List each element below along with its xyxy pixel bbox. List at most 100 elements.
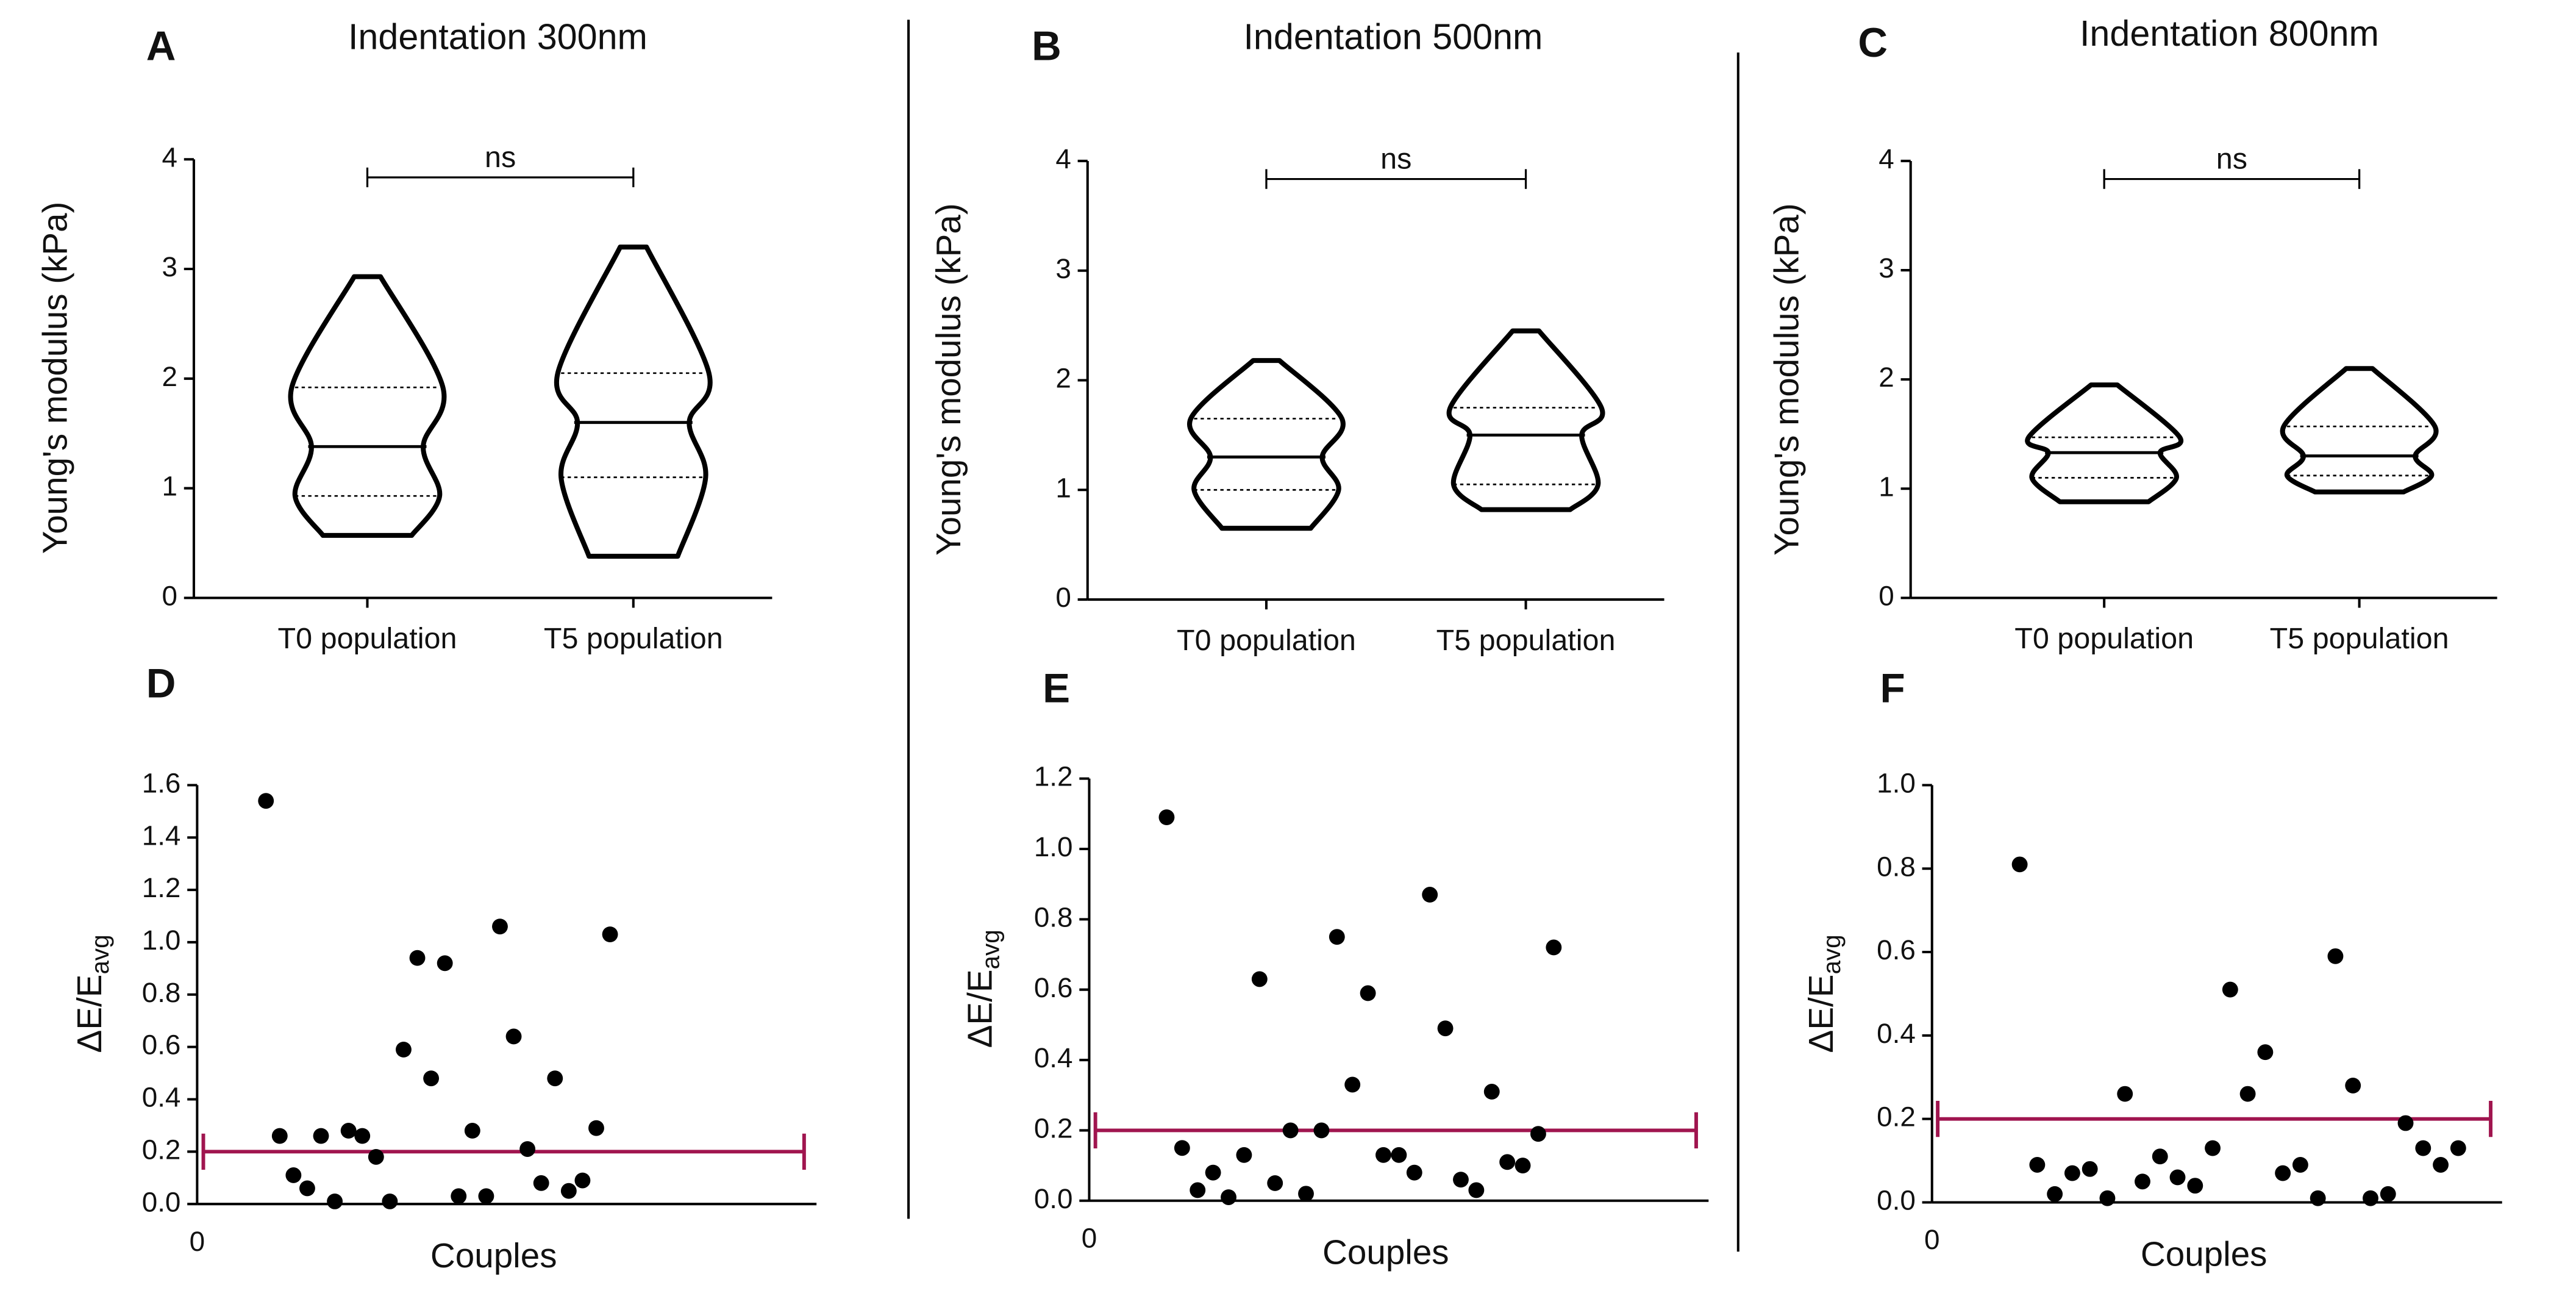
point xyxy=(519,1141,536,1157)
x-tick-label: T5 population xyxy=(544,622,723,655)
point xyxy=(2187,1178,2203,1194)
point xyxy=(1190,1182,1206,1198)
point xyxy=(2222,981,2238,998)
point xyxy=(2205,1140,2221,1156)
point xyxy=(1437,1020,1454,1037)
point xyxy=(1483,1084,1500,1100)
point xyxy=(2415,1140,2432,1156)
y-axis-label-main: Young's modulus (kPa) xyxy=(1767,203,1805,556)
point xyxy=(271,1128,288,1144)
y-tick-label: 0.0 xyxy=(142,1186,181,1217)
y-axis-label: Young's modulus (kPa) xyxy=(35,202,74,554)
significance-label: ns xyxy=(485,141,516,174)
y-axis-label-main: Young's modulus (kPa) xyxy=(929,203,968,556)
significance-bracket xyxy=(2103,169,2361,189)
point xyxy=(2275,1165,2291,1181)
y-tick-label: 0.2 xyxy=(142,1134,181,1165)
y-tick-label: 0.8 xyxy=(1034,901,1073,933)
significance-label: ns xyxy=(1380,143,1411,176)
point xyxy=(1468,1182,1485,1198)
x-tick-label: T5 population xyxy=(1436,624,1616,657)
point xyxy=(478,1188,494,1205)
y-tick-label: 0.8 xyxy=(142,977,181,1008)
reference-line xyxy=(1936,1101,2493,1137)
y-axis-label: Young's modulus (kPa) xyxy=(1767,203,1805,556)
point xyxy=(1453,1172,1469,1188)
point xyxy=(492,918,508,935)
y-tick-label: 1.2 xyxy=(1034,761,1073,792)
x-tick-label: T5 population xyxy=(2270,622,2449,655)
point xyxy=(354,1128,371,1144)
point xyxy=(602,926,618,942)
point xyxy=(2345,1078,2361,1094)
x-tick-label: 0 xyxy=(190,1226,205,1257)
x-axis-label: Couples xyxy=(1322,1233,1449,1272)
point xyxy=(2099,1190,2116,1206)
y-tick-label: 4 xyxy=(162,141,177,173)
y-tick-label: 1.0 xyxy=(142,925,181,956)
y-tick-label: 3 xyxy=(1878,252,1894,284)
y-axis-label-sub: avg xyxy=(976,929,1004,969)
point xyxy=(1221,1189,1236,1205)
x-axis-label: Couples xyxy=(2141,1234,2267,1273)
significance-bracket xyxy=(366,167,635,188)
y-tick-label: 3 xyxy=(162,251,177,282)
y-tick-label: 2 xyxy=(162,361,177,392)
y-tick-label: 0.6 xyxy=(1034,972,1073,1003)
point xyxy=(1344,1076,1361,1093)
point xyxy=(396,1041,412,1058)
point xyxy=(1391,1147,1407,1163)
significance-label: ns xyxy=(2216,143,2247,176)
y-tick-label: 1.0 xyxy=(1034,831,1073,862)
point xyxy=(382,1193,398,1209)
point xyxy=(285,1167,302,1183)
x-tick-label: T0 population xyxy=(1177,624,1356,657)
y-tick-label: 2 xyxy=(1055,363,1071,394)
y-tick-label: 4 xyxy=(1055,143,1071,174)
x-tick-label: T0 population xyxy=(278,622,457,655)
point xyxy=(1174,1140,1190,1156)
point xyxy=(2152,1148,2168,1165)
point xyxy=(464,1123,480,1139)
point xyxy=(299,1180,315,1197)
y-tick-label: 1.4 xyxy=(142,820,181,851)
y-tick-label: 3 xyxy=(1055,253,1071,284)
point xyxy=(2169,1169,2186,1186)
reference-line xyxy=(201,1133,806,1170)
point xyxy=(2011,856,2028,873)
y-tick-label: 2 xyxy=(1878,362,1894,393)
y-tick-label: 0.0 xyxy=(1877,1185,1916,1216)
panel-title: Indentation 300nm xyxy=(348,16,648,57)
point xyxy=(368,1148,384,1165)
violin xyxy=(2280,366,2439,495)
point xyxy=(2327,948,2344,964)
reference-line xyxy=(1093,1112,1698,1149)
panel-letter: D xyxy=(146,661,176,707)
y-tick-label: 0.2 xyxy=(1034,1113,1073,1144)
point xyxy=(2397,1115,2414,1131)
point xyxy=(409,950,426,966)
point xyxy=(560,1183,577,1199)
y-tick-label: 1 xyxy=(162,471,177,502)
y-tick-label: 4 xyxy=(1878,143,1894,174)
point xyxy=(1329,929,1345,945)
x-tick-label: T0 population xyxy=(2014,622,2194,655)
y-tick-label: 0 xyxy=(162,580,177,611)
violin xyxy=(2025,382,2184,504)
y-tick-label: 1.2 xyxy=(142,872,181,903)
y-tick-label: 0.8 xyxy=(1877,851,1916,882)
panel-letter: E xyxy=(1043,666,1070,712)
y-tick-label: 0 xyxy=(1878,580,1894,611)
point xyxy=(1251,971,1268,987)
point xyxy=(2239,1086,2256,1102)
point xyxy=(258,793,274,809)
point xyxy=(2380,1186,2396,1202)
point xyxy=(2450,1140,2466,1156)
y-axis-label-sub: avg xyxy=(86,934,114,974)
y-tick-label: 0.4 xyxy=(142,1082,181,1113)
y-axis-label-sub: avg xyxy=(1818,934,1846,974)
point xyxy=(547,1070,563,1087)
point xyxy=(1422,887,1438,903)
point xyxy=(2310,1190,2326,1206)
